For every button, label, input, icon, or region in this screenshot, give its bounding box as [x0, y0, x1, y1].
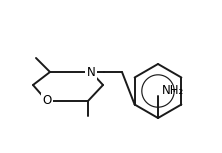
- Text: N: N: [87, 65, 95, 78]
- Text: O: O: [42, 95, 52, 108]
- Text: NH₂: NH₂: [162, 84, 184, 97]
